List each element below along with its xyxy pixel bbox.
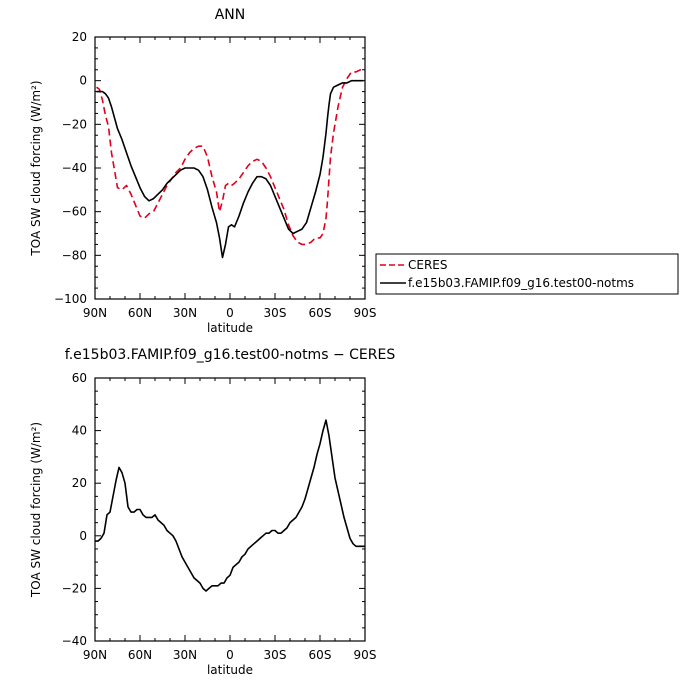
x-tick-label: 90N xyxy=(83,648,107,662)
x-axis-label: latitude xyxy=(207,321,253,335)
y-tick-label: −40 xyxy=(62,161,87,175)
plot-frame xyxy=(94,36,366,300)
x-tick-label: 30S xyxy=(264,648,287,662)
x-tick-label: 30N xyxy=(173,648,197,662)
series-line-ceres xyxy=(96,69,364,246)
y-tick-label: 0 xyxy=(79,529,87,543)
y-tick-label: −40 xyxy=(62,634,87,648)
top-panel: ANN 90N 60N 30N 0 30S 60S 90S −100 −80 −60 −40 −20 0 2… xyxy=(29,7,376,335)
x-tick-label: 60S xyxy=(309,648,332,662)
x-tick-label: 30N xyxy=(173,306,197,320)
x-tick-label: 0 xyxy=(226,648,234,662)
y-tick-label: −20 xyxy=(62,581,87,595)
y-axis-label: TOA SW cloud forcing (W/m²) xyxy=(29,422,43,598)
plot-frame xyxy=(94,377,366,642)
x-tick-label: 90S xyxy=(354,306,377,320)
x-tick-label: 60N xyxy=(128,306,152,320)
y-axis-label: TOA SW cloud forcing (W/m²) xyxy=(29,80,43,256)
y-tick-label: 60 xyxy=(72,371,87,385)
series-line-0 xyxy=(95,419,365,592)
y-tick-label: −60 xyxy=(62,205,87,219)
y-tick-label: 20 xyxy=(72,30,87,44)
x-tick-label: 60N xyxy=(128,648,152,662)
x-axis-label: latitude xyxy=(207,663,253,677)
series-line-f-e15b03-famip-f09-g16-test00-notms xyxy=(96,79,364,259)
y-tick-label: −20 xyxy=(62,117,87,131)
x-tick-label: 60S xyxy=(309,306,332,320)
legend-label: CERES xyxy=(408,258,448,272)
chart-title: ANN xyxy=(215,7,246,23)
chart-title: f.e15b03.FAMIP.f09_g16.test00-notms − CE… xyxy=(65,347,396,363)
x-tick-label: 0 xyxy=(226,306,234,320)
legend-label: f.e15b03.FAMIP.f09_g16.test00-notms xyxy=(408,276,634,290)
x-tick-label: 30S xyxy=(264,306,287,320)
y-tick-label: 40 xyxy=(72,424,87,438)
y-tick-label: −80 xyxy=(62,248,87,262)
x-tick-label: 90N xyxy=(83,306,107,320)
y-tick-label: 20 xyxy=(72,476,87,490)
legend: CERES f.e15b03.FAMIP.f09_g16.test00-notms xyxy=(375,253,679,295)
legend-box xyxy=(375,253,679,295)
y-tick-label: 0 xyxy=(79,74,87,88)
x-tick-label: 90S xyxy=(354,648,377,662)
bottom-panel: f.e15b03.FAMIP.f09_g16.test00-notms − CE… xyxy=(29,347,395,677)
y-tick-label: −100 xyxy=(54,292,87,306)
